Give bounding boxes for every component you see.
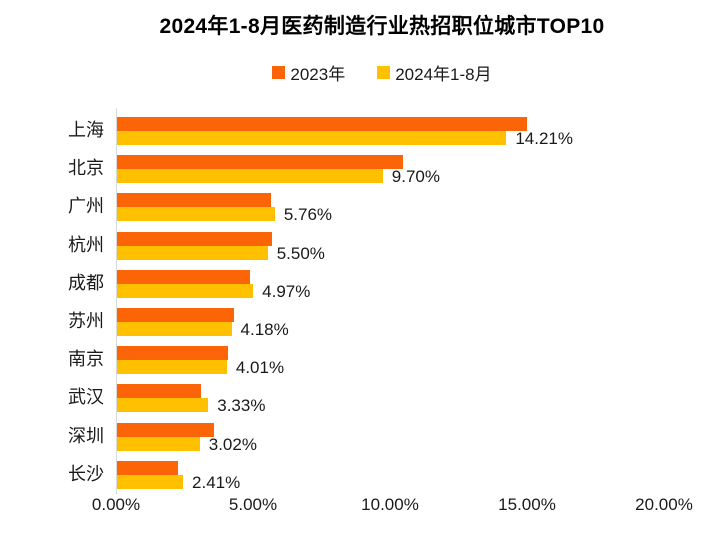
legend-swatch-2023-icon bbox=[272, 66, 286, 79]
category-label: 成都 bbox=[68, 272, 104, 293]
bar-2024 bbox=[117, 398, 209, 413]
value-label: 9.70% bbox=[391, 167, 440, 187]
category-label: 上海 bbox=[68, 120, 104, 140]
category-label: 长沙 bbox=[68, 463, 104, 484]
bar-row: 武汉 3.33% bbox=[0, 373, 724, 415]
category-label: 杭州 bbox=[68, 234, 104, 255]
bar-row: 北京 9.70% bbox=[0, 144, 724, 186]
bar-row: 南京 4.01% bbox=[0, 335, 724, 377]
legend: 2023年 2024年1-8月 bbox=[40, 60, 724, 85]
x-tick-label: 0.00% bbox=[91, 495, 141, 514]
bar-2023 bbox=[117, 460, 179, 475]
legend-label-2024: 2024年1-8月 bbox=[395, 65, 492, 84]
chart-header: 2024年1-8月医药制造行业热招职位城市TOP10 2023年 2024年1-… bbox=[40, 0, 724, 85]
value-label: 4.97% bbox=[262, 281, 311, 301]
value-label: 5.76% bbox=[283, 205, 333, 225]
bar-2024 bbox=[117, 322, 232, 336]
value-label: 2.41% bbox=[192, 472, 241, 492]
category-label: 北京 bbox=[68, 158, 104, 179]
category-label: 南京 bbox=[68, 349, 104, 370]
bar-2023 bbox=[117, 384, 202, 399]
category-label: 广州 bbox=[68, 196, 104, 217]
x-tick-label: 5.00% bbox=[228, 495, 278, 514]
value-label: 4.01% bbox=[235, 358, 285, 378]
legend-swatch-2024-icon bbox=[377, 66, 391, 79]
category-label: 苏州 bbox=[68, 311, 104, 331]
x-tick-label: 20.00% bbox=[635, 495, 693, 514]
bar-rows: 上海 14.21% 北京 9.70% 广州 5.76% 杭州 5.50% 成都 4.97% 苏州 4.… bbox=[0, 106, 724, 492]
page-title: 2024年1-8月医药制造行业热招职位城市TOP10 bbox=[159, 15, 605, 38]
bar-2024 bbox=[117, 474, 183, 489]
bar-2023 bbox=[117, 422, 214, 437]
bar-2024 bbox=[117, 360, 227, 375]
value-label: 3.02% bbox=[208, 434, 257, 454]
x-axis-ticks: 0.00% 5.00% 10.00% 15.00% 20.00% bbox=[0, 494, 724, 515]
legend-item-2024: 2024年1-8月 bbox=[377, 60, 492, 85]
bar-row: 广州 5.76% bbox=[0, 182, 724, 224]
bar-2024 bbox=[117, 207, 275, 222]
category-label: 武汉 bbox=[68, 387, 104, 408]
value-label: 3.33% bbox=[217, 396, 266, 416]
x-tick-label: 15.00% bbox=[498, 495, 556, 514]
bar-row: 深圳 3.02% bbox=[0, 412, 724, 454]
y-axis-line bbox=[116, 108, 117, 494]
bar-2023 bbox=[117, 117, 527, 131]
bar-2024 bbox=[117, 169, 383, 184]
value-label: 4.18% bbox=[240, 320, 289, 339]
bar-2024 bbox=[117, 283, 254, 298]
x-tick-label: 10.00% bbox=[361, 495, 419, 514]
bar-2023 bbox=[117, 346, 228, 361]
bar-row: 苏州 4.18% bbox=[0, 297, 724, 339]
bar-row: 成都 4.97% bbox=[0, 259, 724, 301]
bar-2023 bbox=[117, 269, 250, 284]
legend-label-2023: 2023年 bbox=[290, 65, 346, 84]
legend-item-2023: 2023年 bbox=[272, 60, 345, 85]
bar-chart: 上海 14.21% 北京 9.70% 广州 5.76% 杭州 5.50% 成都 4.97% 苏州 4.… bbox=[0, 106, 724, 526]
bar-2023 bbox=[117, 231, 273, 246]
bar-2024 bbox=[117, 436, 200, 451]
bar-2024 bbox=[117, 131, 507, 145]
bar-2023 bbox=[117, 193, 271, 208]
bar-row: 上海 14.21% bbox=[0, 106, 724, 148]
bar-2023 bbox=[117, 308, 234, 322]
bar-2024 bbox=[117, 245, 268, 260]
bar-row: 长沙 2.41% bbox=[0, 450, 724, 492]
bar-row: 杭州 5.50% bbox=[0, 221, 724, 263]
value-label: 5.50% bbox=[276, 243, 325, 263]
bar-2023 bbox=[117, 155, 404, 170]
value-label: 14.21% bbox=[515, 129, 574, 148]
category-label: 深圳 bbox=[68, 425, 104, 446]
